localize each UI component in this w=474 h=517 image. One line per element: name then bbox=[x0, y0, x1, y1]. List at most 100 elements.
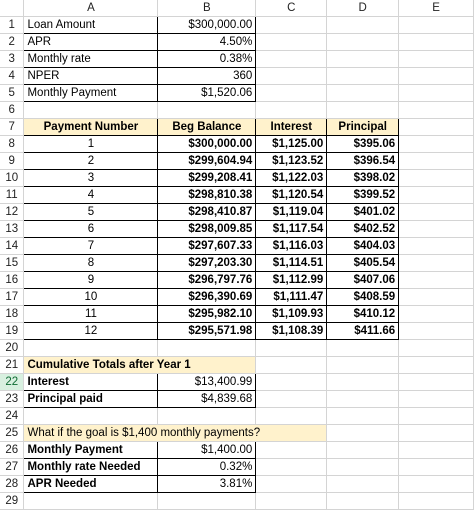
row-header[interactable]: 11 bbox=[0, 186, 25, 204]
cell[interactable] bbox=[326, 492, 400, 510]
cell[interactable] bbox=[398, 84, 474, 102]
cell[interactable] bbox=[255, 407, 328, 425]
loan-amount-label[interactable]: Loan Amount bbox=[23, 16, 159, 34]
row-header[interactable]: 28 bbox=[0, 475, 25, 493]
cell[interactable] bbox=[326, 458, 400, 476]
cell[interactable] bbox=[398, 407, 474, 425]
cell[interactable] bbox=[398, 373, 474, 391]
row-header[interactable]: 3 bbox=[0, 50, 25, 68]
interest-cell[interactable]: $1,108.39 bbox=[255, 322, 328, 340]
principal-cell[interactable]: $401.02 bbox=[326, 203, 400, 221]
cell[interactable] bbox=[23, 492, 159, 510]
cell[interactable] bbox=[398, 67, 474, 85]
monthly-payment-value[interactable]: $1,520.06 bbox=[157, 84, 257, 102]
beg-balance-cell[interactable]: $295,571.98 bbox=[157, 322, 257, 340]
row-header[interactable]: 1 bbox=[0, 16, 25, 34]
interest-cell[interactable]: $1,120.54 bbox=[255, 186, 328, 204]
beg-balance-cell[interactable]: $298,810.38 bbox=[157, 186, 257, 204]
interest-cell[interactable]: $1,109.93 bbox=[255, 305, 328, 323]
cell[interactable] bbox=[398, 271, 474, 289]
header-beg-balance[interactable]: Beg Balance bbox=[157, 118, 257, 136]
cumulative-title[interactable]: Cumulative Totals after Year 1 bbox=[23, 356, 257, 374]
principal-cell[interactable]: $408.59 bbox=[326, 288, 400, 306]
cell[interactable] bbox=[398, 135, 474, 153]
cell[interactable] bbox=[398, 441, 474, 459]
cell[interactable] bbox=[255, 339, 328, 357]
whatif-title[interactable]: What if the goal is $1,400 monthly payme… bbox=[23, 424, 328, 442]
beg-balance-cell[interactable]: $297,203.30 bbox=[157, 254, 257, 272]
principal-cell[interactable]: $395.06 bbox=[326, 135, 400, 153]
cell[interactable] bbox=[398, 390, 474, 408]
apr-label[interactable]: APR bbox=[23, 33, 159, 51]
payment-number-cell[interactable]: 8 bbox=[23, 254, 159, 272]
monthly-payment-label[interactable]: Monthly Payment bbox=[23, 84, 159, 102]
cell[interactable] bbox=[255, 50, 328, 68]
row-header[interactable]: 13 bbox=[0, 220, 25, 238]
payment-number-cell[interactable]: 11 bbox=[23, 305, 159, 323]
whatif-apr-label[interactable]: APR Needed bbox=[23, 475, 159, 493]
row-header[interactable]: 20 bbox=[0, 339, 25, 357]
beg-balance-cell[interactable]: $298,410.87 bbox=[157, 203, 257, 221]
cell[interactable] bbox=[326, 16, 400, 34]
principal-cell[interactable]: $411.66 bbox=[326, 322, 400, 340]
row-header[interactable]: 5 bbox=[0, 84, 25, 102]
row-header[interactable]: 21 bbox=[0, 356, 25, 374]
payment-number-cell[interactable]: 7 bbox=[23, 237, 159, 255]
monthly-rate-value[interactable]: 0.38% bbox=[157, 50, 257, 68]
cell[interactable] bbox=[398, 186, 474, 204]
cell[interactable] bbox=[398, 169, 474, 187]
row-header[interactable]: 29 bbox=[0, 492, 25, 510]
row-header[interactable]: 8 bbox=[0, 135, 25, 153]
whatif-rate-label[interactable]: Monthly rate Needed bbox=[23, 458, 159, 476]
column-header-a[interactable]: A bbox=[23, 0, 159, 17]
row-header[interactable]: 25 bbox=[0, 424, 25, 442]
cell[interactable] bbox=[255, 356, 328, 374]
cell[interactable] bbox=[398, 475, 474, 493]
principal-cell[interactable]: $402.52 bbox=[326, 220, 400, 238]
cell[interactable] bbox=[255, 390, 328, 408]
cell[interactable] bbox=[157, 407, 257, 425]
whatif-payment-value[interactable]: $1,400.00 bbox=[157, 441, 257, 459]
cell[interactable] bbox=[157, 492, 257, 510]
payment-number-cell[interactable]: 1 bbox=[23, 135, 159, 153]
cell[interactable] bbox=[326, 475, 400, 493]
principal-cell[interactable]: $407.06 bbox=[326, 271, 400, 289]
cell[interactable] bbox=[326, 339, 400, 357]
column-header-b[interactable]: B bbox=[157, 0, 257, 17]
row-header[interactable]: 27 bbox=[0, 458, 25, 476]
cell[interactable] bbox=[255, 33, 328, 51]
cell[interactable] bbox=[398, 424, 474, 442]
cell[interactable] bbox=[326, 101, 400, 119]
payment-number-cell[interactable]: 12 bbox=[23, 322, 159, 340]
cell[interactable] bbox=[398, 118, 474, 136]
principal-cell[interactable]: $396.54 bbox=[326, 152, 400, 170]
cell[interactable] bbox=[255, 16, 328, 34]
cell[interactable] bbox=[255, 84, 328, 102]
cell[interactable] bbox=[326, 33, 400, 51]
row-header[interactable]: 14 bbox=[0, 237, 25, 255]
beg-balance-cell[interactable]: $299,604.94 bbox=[157, 152, 257, 170]
cell[interactable] bbox=[398, 254, 474, 272]
payment-number-cell[interactable]: 5 bbox=[23, 203, 159, 221]
beg-balance-cell[interactable]: $296,797.76 bbox=[157, 271, 257, 289]
cumulative-interest-label[interactable]: Interest bbox=[23, 373, 159, 391]
principal-cell[interactable]: $405.54 bbox=[326, 254, 400, 272]
cell[interactable] bbox=[398, 220, 474, 238]
row-header[interactable]: 17 bbox=[0, 288, 25, 306]
cell[interactable] bbox=[255, 458, 328, 476]
beg-balance-cell[interactable]: $296,390.69 bbox=[157, 288, 257, 306]
row-header[interactable]: 7 bbox=[0, 118, 25, 136]
cell[interactable] bbox=[326, 356, 400, 374]
select-all-corner[interactable] bbox=[0, 0, 25, 17]
payment-number-cell[interactable]: 10 bbox=[23, 288, 159, 306]
cell[interactable] bbox=[398, 339, 474, 357]
cell[interactable] bbox=[398, 237, 474, 255]
beg-balance-cell[interactable]: $300,000.00 bbox=[157, 135, 257, 153]
beg-balance-cell[interactable]: $295,982.10 bbox=[157, 305, 257, 323]
row-header[interactable]: 12 bbox=[0, 203, 25, 221]
interest-cell[interactable]: $1,112.99 bbox=[255, 271, 328, 289]
interest-cell[interactable]: $1,119.04 bbox=[255, 203, 328, 221]
row-header[interactable]: 18 bbox=[0, 305, 25, 323]
nper-value[interactable]: 360 bbox=[157, 67, 257, 85]
principal-paid-label[interactable]: Principal paid bbox=[23, 390, 159, 408]
